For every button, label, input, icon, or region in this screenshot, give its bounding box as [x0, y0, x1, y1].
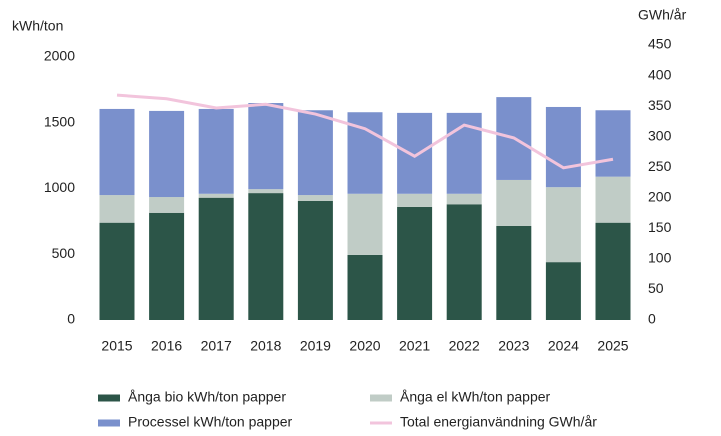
- bar: [496, 225, 532, 320]
- y2-tick-label: 300: [648, 127, 672, 143]
- x-tick-label: 2024: [548, 338, 579, 354]
- y2-tick-label: 150: [648, 219, 672, 235]
- bar: [99, 222, 135, 320]
- bar: [397, 193, 433, 207]
- x-tick-label: 2020: [349, 338, 380, 354]
- legend-label: Total energianvändning GWh/år: [400, 414, 597, 430]
- bar: [198, 193, 234, 198]
- y2-tick-label: 350: [648, 97, 672, 113]
- y2-tick-label: 450: [648, 36, 672, 52]
- bar: [496, 179, 532, 226]
- line: [116, 93, 614, 170]
- x-tick-label: 2019: [300, 338, 331, 354]
- legend-label: Processel kWh/ton papper: [128, 414, 293, 430]
- bar: [595, 176, 631, 223]
- y-tick-label: 2000: [44, 48, 75, 64]
- y2-tick-label: 400: [648, 66, 672, 82]
- x-tick-label: 2017: [201, 338, 232, 354]
- y-tick-label: 500: [52, 245, 76, 261]
- x-tick-label: 2015: [101, 338, 132, 354]
- bar: [397, 112, 433, 194]
- bar: [347, 254, 383, 320]
- bar: [397, 206, 433, 320]
- x-tick-label: 2018: [250, 338, 281, 354]
- y-tick-label: 1500: [44, 113, 75, 129]
- x-tick-label: 2022: [449, 338, 480, 354]
- legend-label: Ånga el kWh/ton papper: [400, 389, 551, 405]
- bar: [99, 195, 135, 223]
- bar: [99, 108, 135, 196]
- y-tick-label: 0: [67, 311, 75, 327]
- y2-tick-label: 200: [648, 188, 672, 204]
- x-tick-label: 2025: [597, 338, 628, 354]
- bar: [545, 187, 581, 263]
- bar: [347, 193, 383, 255]
- y2-tick-label: 50: [648, 280, 664, 296]
- y-tick-label: 1000: [44, 179, 75, 195]
- bar: [149, 212, 185, 320]
- bar: [545, 262, 581, 320]
- x-tick-label: 2021: [399, 338, 430, 354]
- x-tick-label: 2023: [498, 338, 529, 354]
- bar: [297, 200, 333, 320]
- bar: [149, 197, 185, 213]
- y2-tick-label: 250: [648, 158, 672, 174]
- bar: [198, 108, 234, 194]
- x-tick-label: 2016: [151, 338, 182, 354]
- bar: [446, 204, 482, 320]
- bar: [446, 193, 482, 205]
- legend-label: Ånga bio kWh/ton papper: [128, 389, 286, 405]
- bar: [248, 103, 284, 190]
- bar: [198, 197, 234, 320]
- bar: [297, 195, 333, 201]
- bar: [545, 106, 581, 188]
- y2-axis-label: GWh/år: [638, 7, 687, 23]
- bar: [248, 193, 284, 320]
- y-axis-label: kWh/ton: [12, 18, 63, 34]
- bar: [595, 222, 631, 320]
- y2-tick-label: 0: [648, 311, 656, 327]
- bar: [248, 189, 284, 194]
- bar: [149, 110, 185, 198]
- y2-tick-label: 100: [648, 250, 672, 266]
- bar: [595, 110, 631, 177]
- bar: [297, 110, 333, 196]
